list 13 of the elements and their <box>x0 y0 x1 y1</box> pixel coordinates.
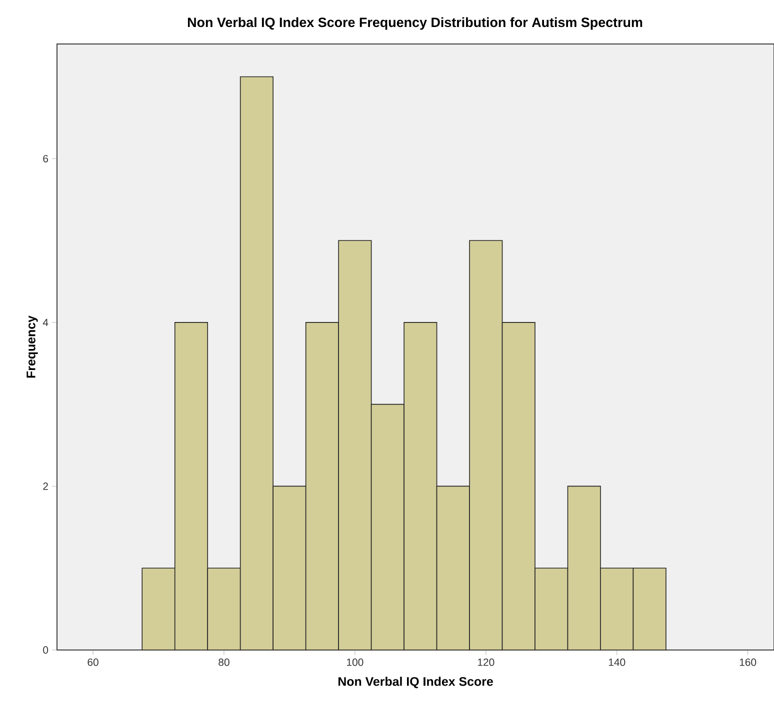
y-axis-title: Frequency <box>26 316 38 378</box>
y-tick-label: 4 <box>42 318 48 326</box>
y-tick-label: 2 <box>43 482 48 490</box>
x-tick-label: 140 <box>608 658 626 666</box>
y-tick-label: 0 <box>43 646 48 654</box>
x-tick-label: 160 <box>740 658 756 666</box>
x-tick-label: 60 <box>88 658 98 666</box>
y-tick-label: 6 <box>43 154 48 162</box>
x-axis-title: Non Verbal IQ Index Score <box>338 676 493 688</box>
chart-title: Non Verbal IQ Index Score Frequency Distribution for Autism Spectrum <box>188 17 642 30</box>
x-tick-label: 80 <box>218 658 230 666</box>
x-tick-label: 100 <box>347 658 364 666</box>
x-tick-label: 120 <box>478 658 494 666</box>
